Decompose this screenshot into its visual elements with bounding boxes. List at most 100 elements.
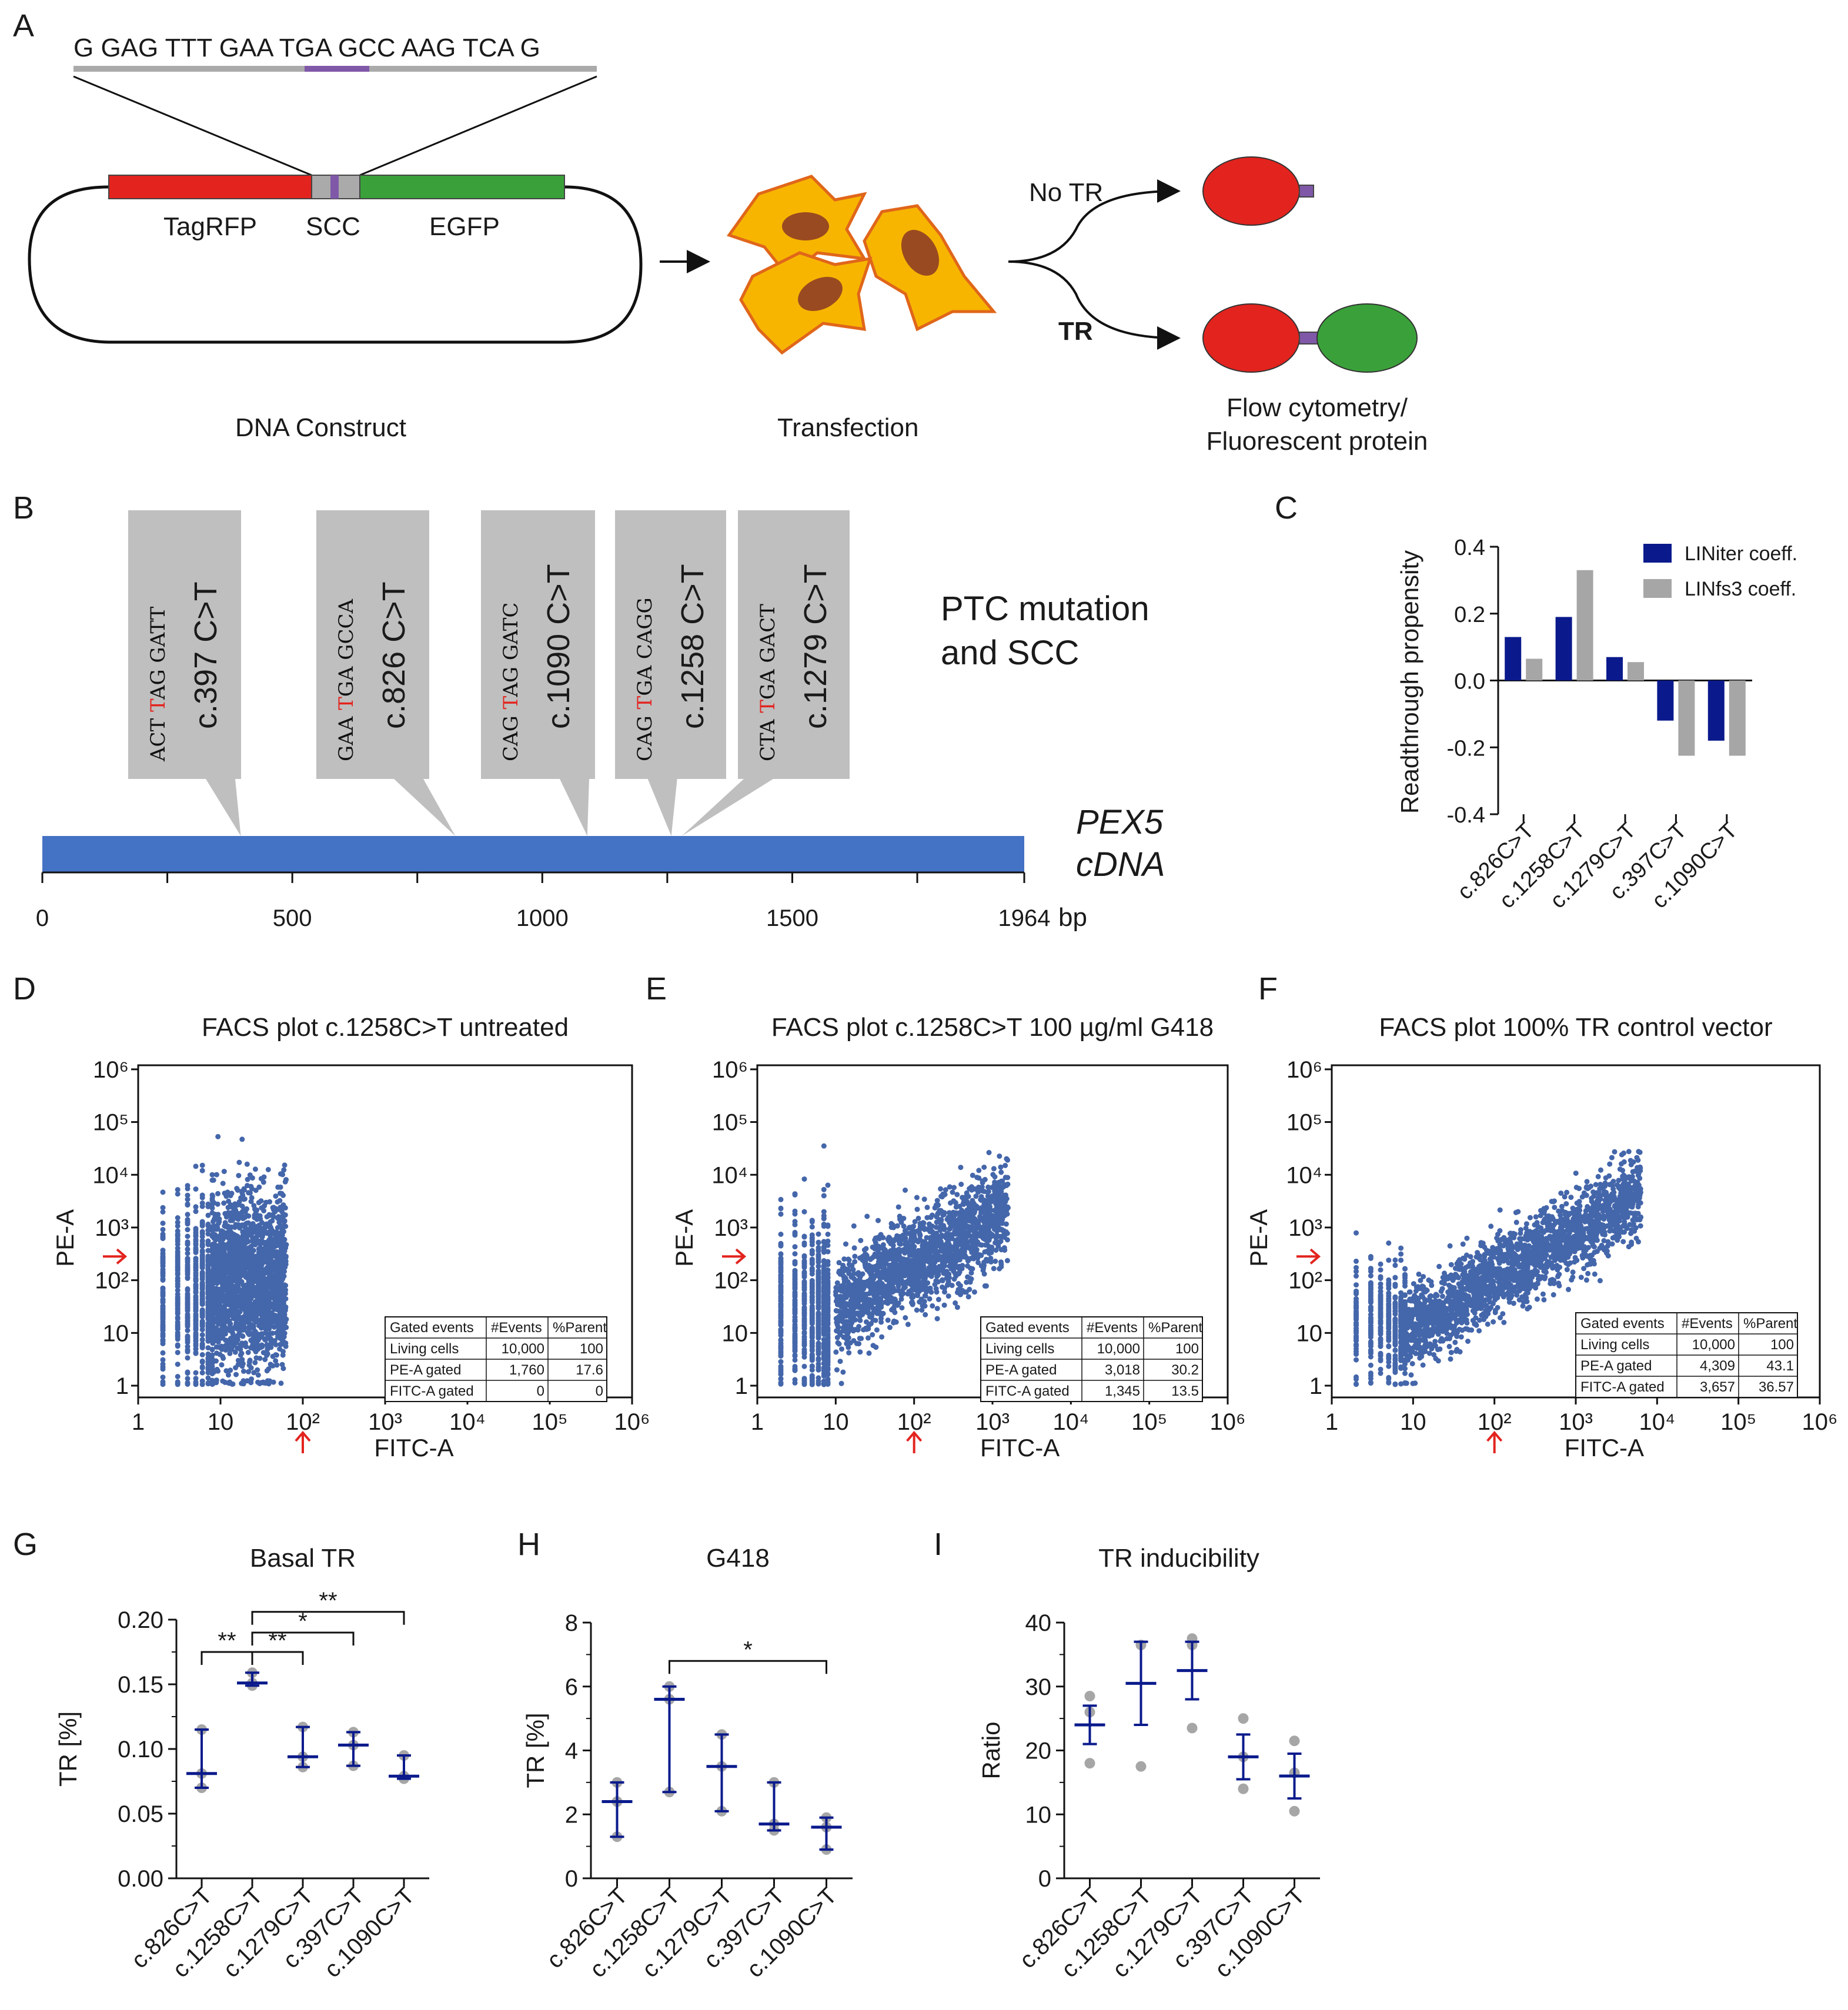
x-tick-label: 10⁴: [449, 1409, 486, 1435]
y-axis-label: PE-A: [1245, 1209, 1272, 1267]
x-tick-label: 10⁴: [1052, 1409, 1089, 1435]
replicate-point: [1238, 1713, 1249, 1724]
table-cell: 100: [1175, 1341, 1199, 1357]
x-tick-label: 10⁶: [1210, 1409, 1246, 1435]
panel-i: I TR inducibility010203040Ratioc.826C>Tc…: [934, 1527, 1320, 1983]
panel-letter-d: D: [13, 971, 36, 1006]
x-tick-label: 10⁶: [614, 1409, 650, 1435]
bp-tick-label: 500: [273, 905, 312, 931]
nucleus-1: [782, 212, 829, 240]
panel-letter-a: A: [13, 8, 34, 44]
seq-after: GA CAGG: [633, 597, 657, 695]
table-cell: Living cells: [985, 1341, 1054, 1357]
seq-before: ACT: [146, 712, 170, 762]
tagrfp-segment: [108, 175, 312, 199]
x-tick-label: 1: [132, 1409, 145, 1435]
x-tick-label: 10⁴: [1639, 1409, 1675, 1435]
mutation-callout: GAA TGA GCCA c.826 C>T: [316, 510, 456, 836]
callout-box: [481, 510, 595, 836]
significance-bracket: [251, 1631, 355, 1646]
table-header-cell: %Parent: [1148, 1320, 1202, 1336]
bp-ticks: 0 500 1000 1500 1964: [36, 872, 1050, 931]
y-tick-label: 10²: [95, 1268, 129, 1294]
mutation-callout: CAG TAG GATC c.1090 C>T: [481, 510, 595, 836]
replicate-point: [1289, 1735, 1300, 1747]
y-tick-label: 40: [1025, 1610, 1052, 1636]
x-tick-label: 10: [823, 1409, 849, 1435]
y-tick-label: 6: [565, 1674, 578, 1700]
table-cell: 100: [1770, 1337, 1794, 1353]
sequence-context: CAG TAG GATC: [499, 603, 523, 761]
replicate-point: [1135, 1761, 1147, 1772]
y-axis-label: PE-A: [51, 1209, 79, 1267]
bp-tick-label: 1500: [766, 905, 818, 931]
fitc-gate-arrow: [1486, 1430, 1503, 1453]
y-tick-label: 0: [565, 1866, 578, 1892]
table-header-cell: Gated events: [985, 1320, 1070, 1336]
seq-before: GAA: [335, 710, 358, 761]
facs-title: FACS plot 100% TR control vector: [1379, 1013, 1772, 1042]
table-header-cell: #Events: [1087, 1320, 1138, 1336]
y-tick-label: 10: [1296, 1320, 1323, 1346]
sequence-context: CTA TGA GACT: [756, 604, 780, 761]
y-tick-label: 10³: [1288, 1215, 1322, 1241]
replicate-point: [1084, 1758, 1095, 1769]
gene-name: PEX5: [1076, 803, 1164, 841]
table-cell: 100: [580, 1341, 603, 1357]
mutation-callout: CTA TGA GACT c.1279 C>T: [681, 510, 850, 836]
y-tick-label: 10⁵: [712, 1110, 748, 1136]
y-tick-label: 0.20: [118, 1607, 163, 1633]
x-tick-label: 10²: [1478, 1409, 1512, 1435]
mutation-callouts: ACT TAG GATT c.397 C>T GAA TGA GCCA c.826 C…: [128, 510, 850, 836]
callout-box: [615, 510, 726, 836]
table-cell: 3,018: [1105, 1362, 1140, 1378]
legend-label: LINfs3 coeff.: [1685, 578, 1796, 600]
bar-linfs3: [1526, 658, 1543, 681]
rfp-protein-no-tr: [1202, 156, 1300, 226]
facs-events: [1354, 1149, 1644, 1387]
y-tick-label: 10³: [95, 1215, 129, 1241]
table-cell: Living cells: [1580, 1337, 1649, 1353]
y-tick-label: 10²: [1288, 1268, 1322, 1294]
zoom-line-left: [73, 75, 312, 176]
rfp-protein-tr: [1202, 303, 1300, 373]
mutation-callout: ACT TAG GATT c.397 C>T: [128, 510, 241, 836]
chart-title: G418: [706, 1544, 770, 1573]
mutation-label: c.1258 C>T: [675, 564, 710, 729]
label-tr: TR: [1058, 317, 1093, 346]
y-axis-label: TR [%]: [54, 1711, 82, 1787]
label-no-tr: No TR: [1029, 178, 1103, 207]
ptc-title-1: PTC mutation: [941, 590, 1149, 628]
transfected-cells: [726, 175, 997, 355]
caption-flow-2: Fluorescent protein: [1207, 427, 1428, 456]
table-cell: PE-A gated: [390, 1362, 461, 1378]
replicate-point: [1238, 1783, 1249, 1794]
x-tick-label: 10⁵: [1131, 1409, 1167, 1435]
y-axis-label: Ratio: [977, 1721, 1005, 1779]
seq-before: CTA: [756, 713, 780, 761]
pe-gate-arrow: [1296, 1248, 1321, 1265]
table-cell: FITC-A gated: [985, 1383, 1070, 1399]
y-tick-label: 10⁵: [1286, 1110, 1322, 1136]
x-tick-label: 10⁵: [1720, 1409, 1756, 1435]
y-tick-label: 20: [1025, 1738, 1052, 1764]
y-axis-label: PE-A: [670, 1209, 698, 1267]
seq-after: AG GATC: [499, 603, 523, 698]
chart-i: TR inducibility010203040Ratioc.826C>Tc.1…: [977, 1544, 1320, 1983]
x-tick-label: 1: [1325, 1409, 1338, 1435]
scc-tail-no-tr: [1299, 185, 1314, 198]
y-tick-label: 10⁴: [711, 1162, 748, 1188]
label-tagrfp: TagRFP: [163, 212, 257, 241]
pe-gate-arrow: [722, 1248, 747, 1265]
table-cell: 13.5: [1171, 1383, 1199, 1399]
y-tick-label: 8: [565, 1610, 578, 1636]
caption-transfection: Transfection: [777, 413, 918, 442]
seq-before: CAG: [633, 709, 657, 761]
y-tick-label: 0.05: [118, 1801, 163, 1827]
callout-box: [128, 510, 241, 836]
y-tick-label: 0.15: [118, 1672, 163, 1698]
seq-after: GA GCCA: [335, 599, 358, 697]
bar-liniter: [1505, 637, 1522, 681]
